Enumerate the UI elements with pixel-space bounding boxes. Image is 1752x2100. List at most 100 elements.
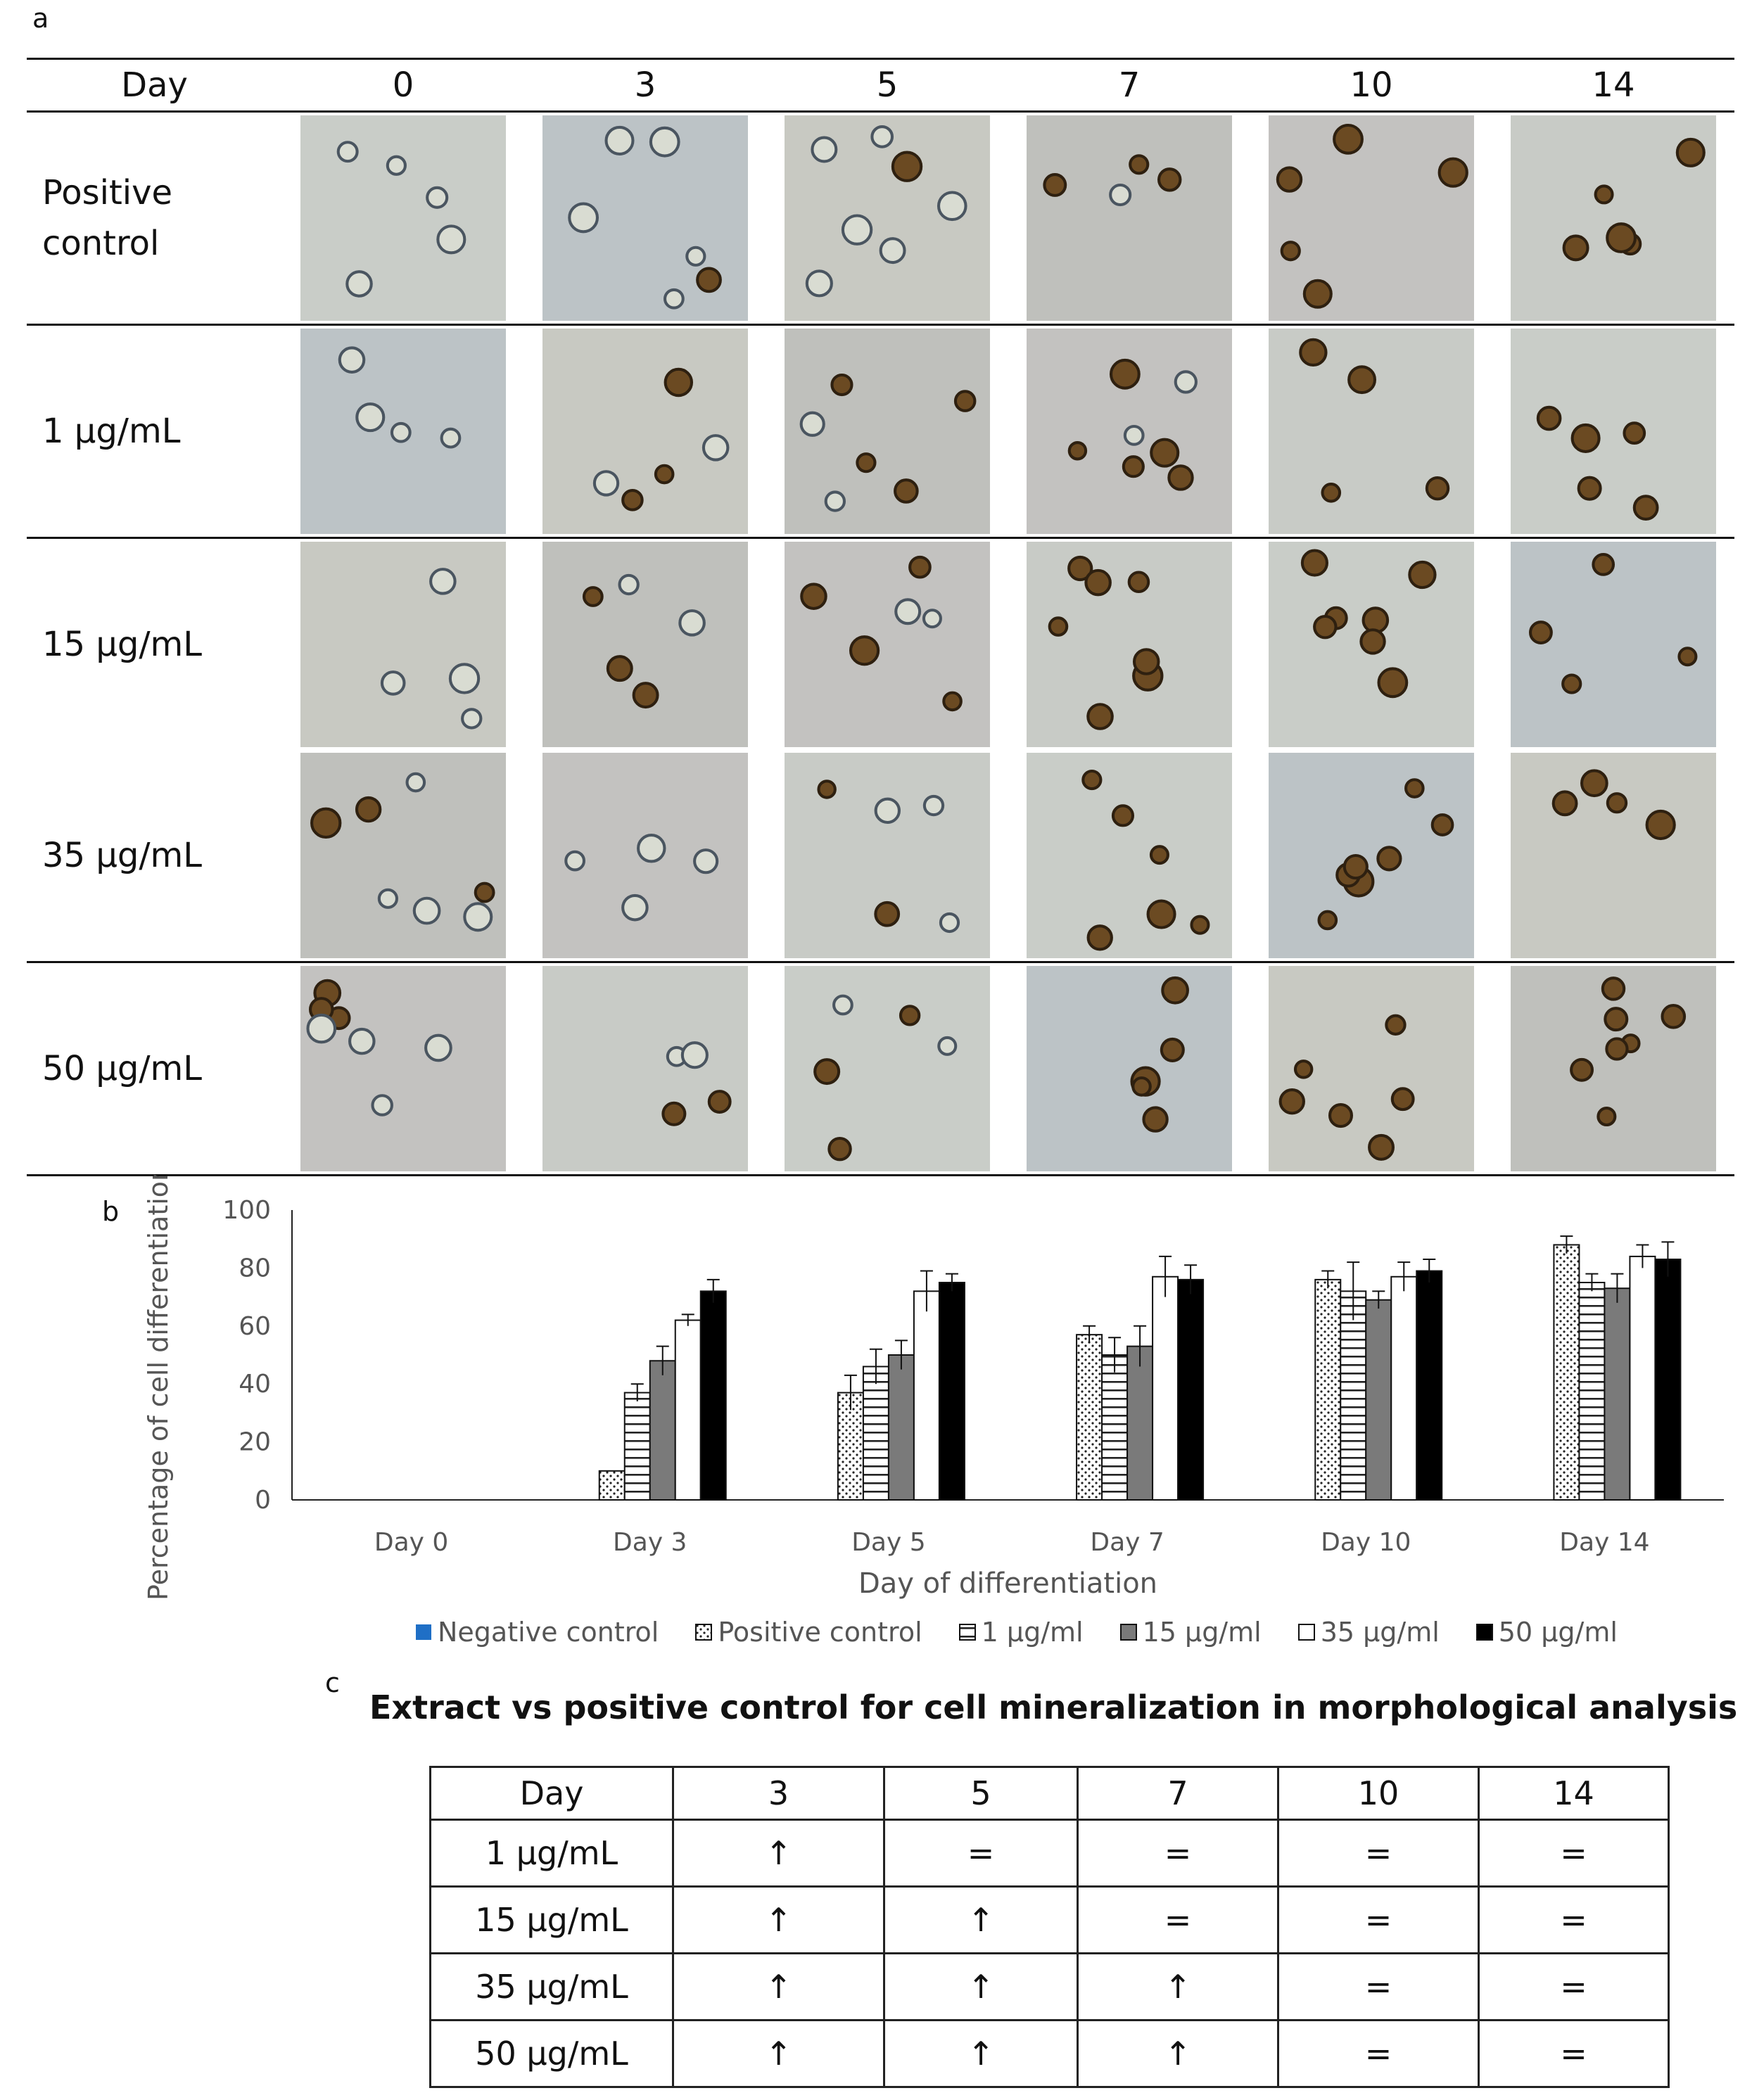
legend-label: Negative control <box>438 1617 659 1648</box>
bar <box>913 1290 940 1501</box>
equal-sign-cell: = <box>1077 1819 1279 1888</box>
legend-label: Positive control <box>718 1617 922 1648</box>
micrograph-cell <box>1492 324 1734 539</box>
micrograph-image <box>1511 542 1716 747</box>
comparison-header-day: 10 <box>1277 1766 1480 1821</box>
bar <box>1101 1354 1129 1501</box>
y-tick-label: 60 <box>239 1312 271 1341</box>
micrograph-cell <box>1250 750 1492 963</box>
bar <box>1076 1334 1103 1501</box>
micrograph-header-day: 14 <box>1492 58 1734 113</box>
micrograph-cell <box>1008 750 1250 963</box>
equal-sign-cell: = <box>883 1819 1079 1888</box>
bar <box>623 1392 651 1501</box>
micrograph-header-day-label: Day <box>27 58 282 113</box>
equal-sign-cell: = <box>1478 1952 1670 2021</box>
differentiation-bar-chart: 0 20 40 60 80 100 Percentage of cell different… <box>143 1175 1724 1601</box>
micrograph-header-day: 3 <box>524 58 766 113</box>
x-tick-label: Day 3 <box>613 1528 687 1557</box>
bar <box>1152 1275 1179 1501</box>
y-tick-label: 80 <box>239 1254 271 1283</box>
bar <box>862 1366 889 1501</box>
comparison-row-label: 1 µg/mL <box>429 1819 674 1888</box>
legend-item: 15 µg/ml <box>1119 1617 1262 1648</box>
micrograph-image <box>785 115 990 321</box>
comparison-row: 1 µg/mL ↑ = = = = <box>429 1819 1670 1888</box>
comparison-header-day: 7 <box>1077 1766 1279 1821</box>
micrograph-row-label: 15 µg/mL <box>27 538 282 751</box>
micrograph-image <box>1027 115 1232 321</box>
micrograph-cell <box>282 324 524 539</box>
micrograph-row: 35 µg/mL <box>27 750 1734 963</box>
micrograph-image <box>300 753 506 958</box>
micrograph-row-label: Positive control <box>27 111 282 326</box>
bar <box>1390 1275 1418 1501</box>
micrograph-image <box>300 115 506 321</box>
micrograph-header-day: 10 <box>1250 58 1492 113</box>
micrograph-cell <box>524 538 766 751</box>
comparison-header-day: 14 <box>1478 1766 1670 1821</box>
micrograph-row-label: 50 µg/mL <box>27 962 282 1176</box>
micrograph-image <box>1269 753 1474 958</box>
up-arrow-icon: ↑ <box>672 1885 885 1954</box>
up-arrow-icon: ↑ <box>672 2019 885 2088</box>
micrograph-row-label: 35 µg/mL <box>27 750 282 963</box>
micrograph-image <box>785 966 990 1171</box>
micrograph-image <box>542 115 748 321</box>
equal-sign-cell: = <box>1478 1885 1670 1954</box>
micrograph-header-day: 5 <box>766 58 1008 113</box>
comparison-header-day: 3 <box>672 1766 885 1821</box>
micrograph-row: 15 µg/mL <box>27 538 1734 751</box>
micrograph-table: Day 0 3 5 7 10 14 Positive control 1 µg/mL 15 µg/… <box>27 58 1734 1176</box>
equal-sign-cell: = <box>1277 2019 1480 2088</box>
up-arrow-icon: ↑ <box>883 1952 1079 2021</box>
comparison-header-row: Day 3 5 7 10 14 <box>429 1766 1670 1821</box>
bar <box>649 1360 676 1501</box>
micrograph-image <box>300 542 506 747</box>
micrograph-cell <box>1008 538 1250 751</box>
bar <box>837 1392 864 1501</box>
micrograph-image <box>1269 115 1474 321</box>
micrograph-cell <box>282 750 524 963</box>
micrograph-image <box>1269 542 1474 747</box>
comparison-row: 50 µg/mL ↑ ↑ ↑ = = <box>429 2019 1670 2088</box>
up-arrow-icon: ↑ <box>672 1819 885 1888</box>
micrograph-cell <box>1492 538 1734 751</box>
micrograph-cell <box>766 750 1008 963</box>
micrograph-row-label: 1 µg/mL <box>27 324 282 539</box>
equal-sign-cell: = <box>1277 1819 1480 1888</box>
micrograph-cell <box>1008 962 1250 1176</box>
micrograph-cell <box>1008 111 1250 326</box>
micrograph-image <box>300 329 506 534</box>
micrograph-cell <box>1492 111 1734 326</box>
bar <box>1629 1255 1656 1501</box>
equal-sign-cell: = <box>1077 1885 1279 1954</box>
micrograph-image <box>785 542 990 747</box>
panel-letter-b: b <box>102 1196 120 1227</box>
micrograph-image <box>1511 753 1716 958</box>
x-tick-label: Day 7 <box>1090 1528 1164 1557</box>
bar <box>887 1354 915 1501</box>
micrograph-row-label-line: 15 µg/mL <box>42 625 203 664</box>
legend-item: 50 µg/ml <box>1475 1617 1618 1648</box>
up-arrow-icon: ↑ <box>672 1952 885 2021</box>
legend-label: 1 µg/ml <box>981 1617 1084 1648</box>
x-tick-label: Day 14 <box>1559 1528 1649 1557</box>
micrograph-cell <box>524 324 766 539</box>
bar <box>1340 1290 1367 1501</box>
micrograph-image <box>1511 329 1716 534</box>
micrograph-image <box>1269 966 1474 1171</box>
micrograph-row-label-line: 1 µg/mL <box>42 412 181 451</box>
bar <box>1578 1282 1606 1501</box>
legend-swatch <box>1475 1624 1493 1641</box>
micrograph-cell <box>766 324 1008 539</box>
equal-sign-cell: = <box>1277 1885 1480 1954</box>
bar <box>1416 1270 1443 1501</box>
comparison-row: 35 µg/mL ↑ ↑ ↑ = = <box>429 1952 1670 2021</box>
up-arrow-icon: ↑ <box>1077 2019 1279 2088</box>
comparison-table: Day 3 5 7 10 14 1 µg/mL ↑ = = = = 15 µg/mL ↑ ↑ = = = 35 µ… <box>429 1766 1670 2088</box>
comparison-header-day-label: Day <box>429 1766 674 1821</box>
y-tick-label: 100 <box>222 1196 271 1225</box>
bar <box>1126 1345 1154 1501</box>
micrograph-cell <box>1492 750 1734 963</box>
